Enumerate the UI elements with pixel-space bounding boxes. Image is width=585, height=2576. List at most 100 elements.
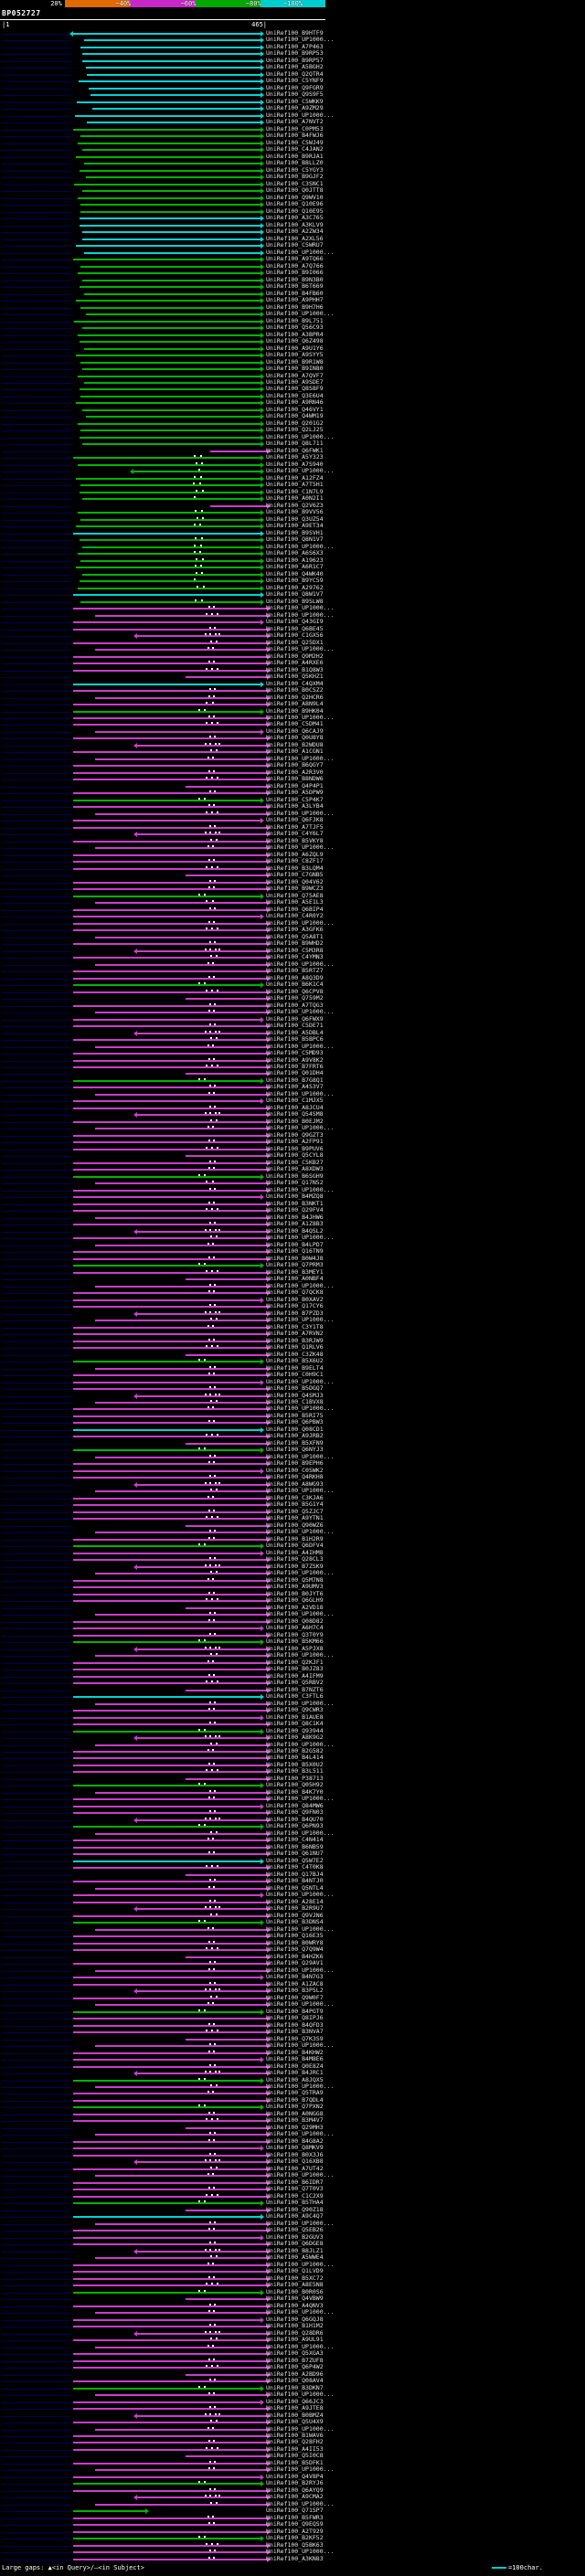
hit-bar[interactable] xyxy=(73,2216,261,2219)
hit-bar[interactable] xyxy=(73,1265,261,1267)
hit-label[interactable]: UniRef100_A12FZ4 xyxy=(266,473,324,482)
hit-label[interactable]: UniRef100_B5RI75 xyxy=(266,1411,324,1419)
hit-label[interactable]: UniRef100_A8K9G2 xyxy=(266,1733,324,1741)
hit-label[interactable]: UniRef100_C5MD93 xyxy=(266,1049,324,1056)
hit-bar[interactable] xyxy=(73,1894,261,1897)
hit-bar[interactable] xyxy=(73,1120,267,1123)
hit-label[interactable]: UniRef100_C1GX56 xyxy=(266,631,324,640)
hit-bar[interactable] xyxy=(73,853,267,856)
hit-label[interactable]: UniRef100_C3Y1T8 xyxy=(266,1322,324,1330)
hit-bar[interactable] xyxy=(94,696,267,699)
hit-label[interactable]: UniRef100_Q5EB26 xyxy=(266,2226,324,2234)
hit-label[interactable]: UniRef100_Q201G2 xyxy=(266,419,324,427)
hit-bar[interactable] xyxy=(73,2291,261,2294)
hit-bar[interactable] xyxy=(73,1039,267,1042)
hit-label[interactable]: UniRef100_Q28CL3 xyxy=(266,1555,324,1564)
hit-label[interactable]: UniRef100_Q04V62 xyxy=(266,877,324,885)
hit-bar[interactable] xyxy=(73,2517,267,2519)
hit-label[interactable]: UniRef100_Q8L711 xyxy=(266,440,324,448)
hit-bar[interactable] xyxy=(73,1914,267,1917)
hit-bar[interactable] xyxy=(73,2010,261,2013)
hit-bar[interactable] xyxy=(94,1182,267,1185)
hit-bar[interactable] xyxy=(73,2189,267,2191)
hit-bar[interactable] xyxy=(80,395,261,398)
hit-bar[interactable] xyxy=(73,1593,267,1595)
hit-bar[interactable] xyxy=(73,1018,261,1021)
hit-label[interactable]: UniRef100_B9IN80 xyxy=(266,365,324,372)
hit-bar[interactable] xyxy=(83,381,261,384)
hit-label[interactable]: UniRef100_A7Q766 xyxy=(266,261,324,270)
hit-bar[interactable] xyxy=(137,1908,267,1911)
hit-bar[interactable] xyxy=(94,2469,267,2472)
hit-bar[interactable] xyxy=(137,1394,267,1397)
hit-label[interactable]: UniRef100_Q6GLH9 xyxy=(266,1596,324,1605)
hit-label[interactable]: UniRef100_C3KJA6 xyxy=(266,1493,324,1501)
hit-label[interactable]: UniRef100_B5XC72 xyxy=(266,2274,324,2282)
hit-label[interactable]: UniRef100_A6ZQL9 xyxy=(266,850,324,858)
hit-label[interactable]: UniRef100_Q6P4W2 xyxy=(266,2363,324,2371)
hit-label[interactable]: UniRef100_A8E5N8 xyxy=(266,2281,324,2289)
hit-label[interactable]: UniRef100_UP1000... xyxy=(266,1610,335,1618)
hit-bar[interactable] xyxy=(76,101,261,103)
hit-label[interactable]: UniRef100_A9C4Q7 xyxy=(266,2212,324,2221)
hit-label[interactable]: UniRef100_C3SNC1 xyxy=(266,179,324,187)
hit-bar[interactable] xyxy=(73,943,267,946)
hit-label[interactable]: UniRef100_B6T669 xyxy=(266,282,324,291)
hit-label[interactable]: UniRef100_Q71SP7 xyxy=(266,2507,324,2515)
hit-bar[interactable] xyxy=(73,2113,267,2115)
hit-label[interactable]: UniRef100_UP1000... xyxy=(266,2548,335,2556)
hit-label[interactable]: UniRef100_A9JTE8 xyxy=(266,2404,324,2412)
hit-label[interactable]: UniRef100_P38713 xyxy=(266,1774,324,1782)
hit-bar[interactable] xyxy=(73,2263,267,2266)
hit-label[interactable]: UniRef100_A6S6X3 xyxy=(266,549,324,557)
hit-label[interactable]: UniRef100_A5BGH2 xyxy=(266,63,324,71)
hit-bar[interactable] xyxy=(94,1744,267,1746)
hit-bar[interactable] xyxy=(73,2305,267,2307)
hit-bar[interactable] xyxy=(73,2195,267,2198)
hit-label[interactable]: UniRef100_UP1000... xyxy=(266,2130,335,2138)
hit-bar[interactable] xyxy=(73,1134,267,1137)
hit-bar[interactable] xyxy=(73,1682,267,1685)
hit-label[interactable]: UniRef100_B4PGT9 xyxy=(266,2007,324,2015)
hit-label[interactable]: UniRef100_Q4WK40 xyxy=(266,569,324,578)
hit-label[interactable]: UniRef100_A7TJF5 xyxy=(266,822,324,831)
hit-label[interactable]: UniRef100_B8JLZ1 xyxy=(266,2246,324,2254)
hit-label[interactable]: UniRef100_Q8IPJ6 xyxy=(266,2014,324,2022)
hit-bar[interactable] xyxy=(73,1983,267,1986)
hit-bar[interactable] xyxy=(73,2442,267,2444)
hit-label[interactable]: UniRef100_A8N9L4 xyxy=(266,700,324,708)
hit-label[interactable]: UniRef100_A3C765 xyxy=(266,214,324,222)
hit-bar[interactable] xyxy=(76,525,261,528)
hit-label[interactable]: UniRef100_A2R3V0 xyxy=(266,768,324,776)
hit-label[interactable]: UniRef100_Q4RKH8 xyxy=(266,1473,324,1481)
hit-bar[interactable] xyxy=(186,2455,267,2458)
hit-label[interactable]: UniRef100_UP1000... xyxy=(266,2342,335,2350)
hit-label[interactable]: UniRef100_B5DGQ7 xyxy=(266,1384,324,1393)
hit-bar[interactable] xyxy=(82,238,261,240)
hit-bar[interactable] xyxy=(94,649,267,652)
hit-label[interactable]: UniRef100_A7NVT2 xyxy=(266,118,324,126)
hit-label[interactable]: UniRef100_C5WKK9 xyxy=(266,97,324,105)
hit-bar[interactable] xyxy=(94,1832,267,1835)
hit-label[interactable]: UniRef100_C0SWK2 xyxy=(266,1466,324,1474)
hit-bar[interactable] xyxy=(73,621,261,624)
hit-bar[interactable] xyxy=(77,463,261,466)
hit-bar[interactable] xyxy=(137,1565,267,1568)
hit-bar[interactable] xyxy=(133,471,261,473)
hit-label[interactable]: UniRef100_C5WRU7 xyxy=(266,241,324,249)
hit-label[interactable]: UniRef100_Q2LJ25 xyxy=(266,426,324,434)
hit-label[interactable]: UniRef100_C4N414 xyxy=(266,1836,324,1844)
hit-bar[interactable] xyxy=(73,710,261,713)
hit-bar[interactable] xyxy=(83,292,261,295)
hit-label[interactable]: UniRef100_B5KM66 xyxy=(266,1638,324,1646)
hit-bar[interactable] xyxy=(77,553,261,556)
hit-label[interactable]: UniRef100_Q29MH3 xyxy=(266,2123,324,2131)
hit-bar[interactable] xyxy=(73,717,267,719)
hit-label[interactable]: UniRef100_Q10E96 xyxy=(266,200,324,208)
hit-label[interactable]: UniRef100_Q2HCR6 xyxy=(266,693,324,701)
hit-label[interactable]: UniRef100_A7RVN2 xyxy=(266,1330,324,1338)
hit-bar[interactable] xyxy=(82,443,261,446)
hit-bar[interactable] xyxy=(80,600,261,603)
hit-bar[interactable] xyxy=(73,2154,267,2157)
hit-label[interactable]: UniRef100_Q5U4X9 xyxy=(266,2418,324,2425)
